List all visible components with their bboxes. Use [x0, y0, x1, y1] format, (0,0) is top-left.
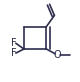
Text: F: F: [11, 38, 17, 48]
Text: O: O: [54, 50, 61, 60]
Text: F: F: [11, 48, 17, 58]
